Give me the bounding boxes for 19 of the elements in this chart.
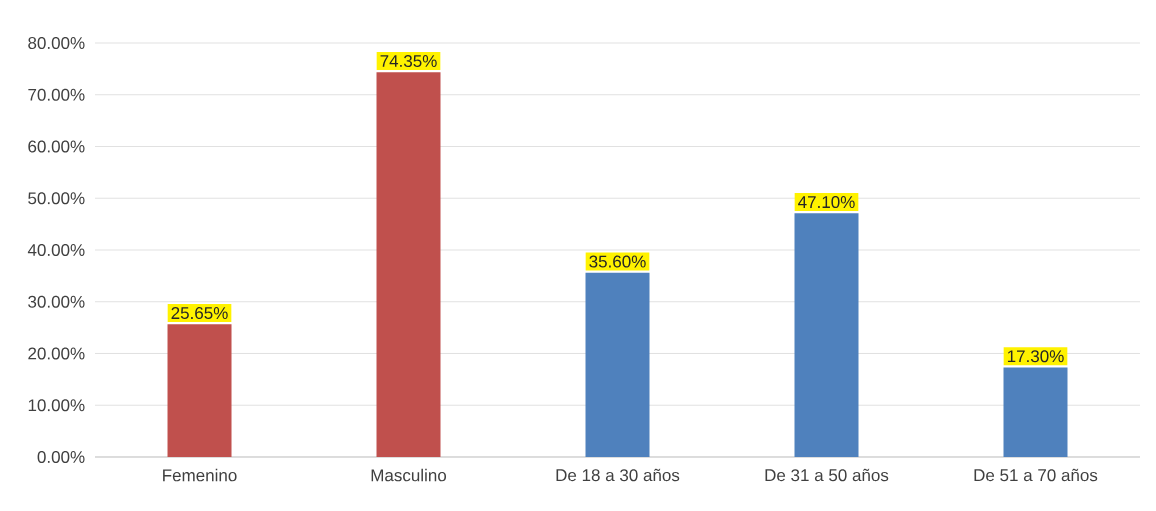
data-label: 25.65% bbox=[171, 307, 228, 320]
y-tick-label: 30.00% bbox=[28, 295, 85, 308]
x-tick-label: De 51 a 70 años bbox=[974, 468, 1098, 482]
y-tick-label: 0.00% bbox=[37, 450, 85, 464]
x-tick-label: De 31 a 50 años bbox=[765, 468, 889, 482]
data-label: 47.10% bbox=[798, 196, 855, 209]
y-tick-label: 10.00% bbox=[28, 399, 85, 412]
y-tick-label: 70.00% bbox=[28, 88, 85, 101]
x-tick-label: Femenino bbox=[163, 468, 237, 482]
y-tick-label: 60.00% bbox=[28, 140, 85, 153]
data-label: 74.35% bbox=[380, 55, 437, 68]
y-tick-label: 20.00% bbox=[28, 347, 85, 360]
y-tick-label: 50.00% bbox=[28, 192, 85, 205]
y-tick-label: 80.00% bbox=[28, 36, 85, 50]
y-tick-label: 40.00% bbox=[27, 243, 85, 257]
data-label: 17.30% bbox=[1007, 350, 1064, 363]
x-tick-label: De 18 a 30 años bbox=[556, 468, 680, 482]
data-label: 35.60% bbox=[589, 255, 646, 268]
x-tick-label: Masculino bbox=[371, 468, 447, 482]
